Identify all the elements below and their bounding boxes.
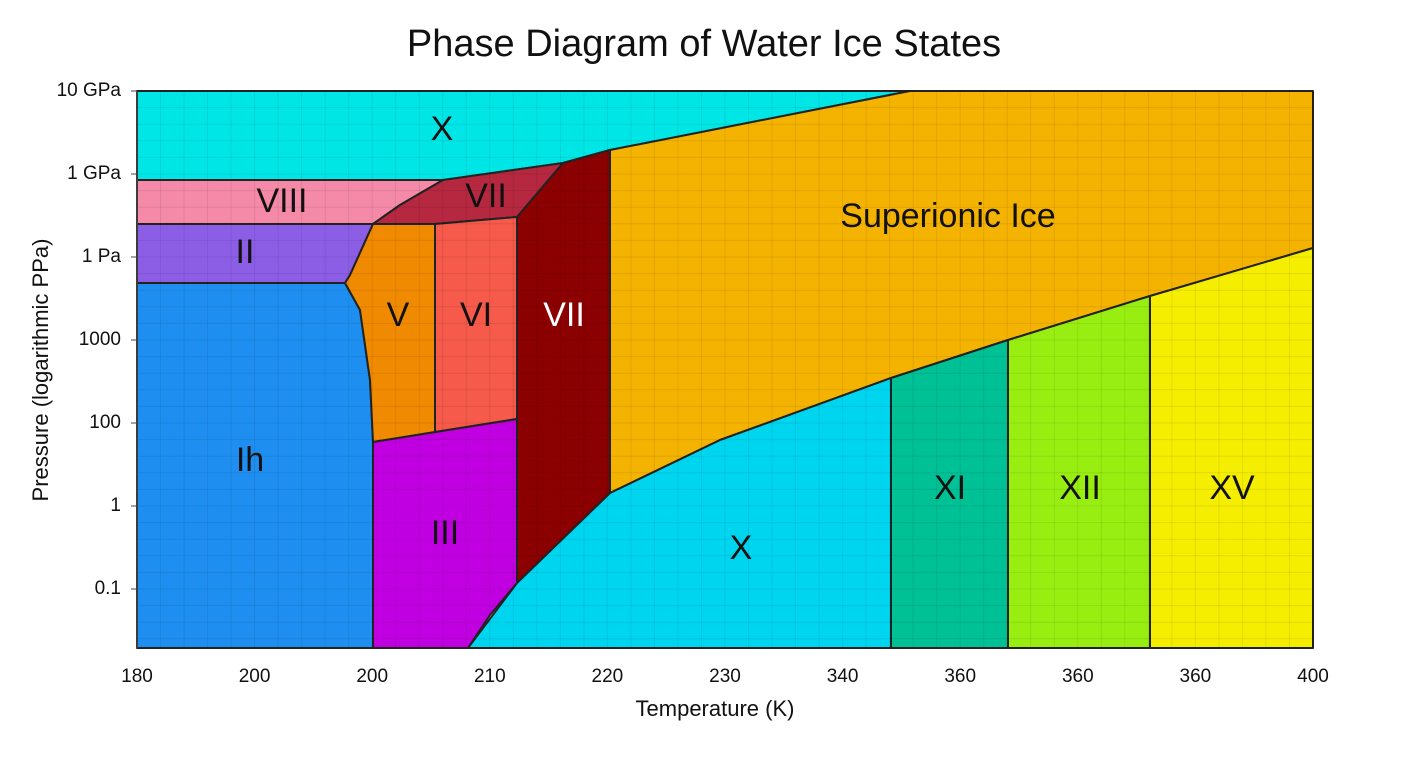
x-tick-label: 220 [592,666,624,687]
x-tick-label: 200 [239,666,271,687]
y-tick-label: 100 [89,412,121,433]
region-label: VI [460,296,492,334]
region [372,418,518,649]
region [1149,247,1314,649]
region-label: V [387,296,410,334]
x-tick-label: 210 [474,666,506,687]
y-tick-label: 1 [110,495,121,516]
region-label: VII [543,296,585,334]
region-label: III [431,514,459,552]
grid [136,90,1314,648]
x-tick-label: 360 [1180,666,1212,687]
title: Phase Diagram of Water Ice States [407,23,1001,65]
y-tick-label: 1000 [79,329,121,350]
x-tick-label: 360 [1062,666,1094,687]
region-label: Superionic Ice [840,197,1055,235]
x-axis-label: Temperature (K) [636,696,795,721]
region-labels: X Superionic Ice VIII VII II Ih V VI VII… [236,110,1255,567]
regions [136,90,1314,649]
y-tick-label: 0.1 [95,578,121,599]
y-tick-label: 1 GPa [67,163,121,184]
region-label: XI [934,469,966,507]
x-tick-label: 200 [356,666,388,687]
x-tick-label: 340 [827,666,859,687]
y-tick-label: 1 Pa [82,246,122,267]
region-label: XII [1059,469,1101,507]
x-tick-label: 360 [944,666,976,687]
region-label: X [730,529,753,567]
y-axis-label: Pressure (logarithmic PPa) [28,239,53,502]
region-label: II [236,233,255,271]
ticks: 180 200 200 210 220 230 340 360 360 360 400 10 GPa 1… [57,80,1329,687]
region-label: X [431,110,454,148]
x-tick-label: 180 [121,666,153,687]
x-tick-label: 230 [709,666,741,687]
region-label: VIII [256,182,307,220]
x-tick-label: 400 [1297,666,1329,687]
region-label: XV [1209,469,1255,507]
y-tick-label: 10 GPa [57,80,122,101]
region-label: Ih [236,441,264,479]
region-label: VII [465,177,507,215]
